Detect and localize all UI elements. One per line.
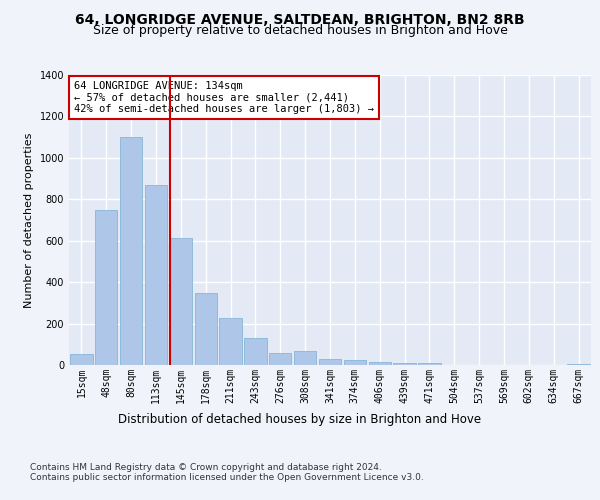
Bar — [568, 364, 590, 365]
Bar — [120, 137, 142, 365]
Bar — [269, 352, 292, 365]
Bar — [418, 363, 440, 365]
Text: Contains HM Land Registry data © Crown copyright and database right 2024.: Contains HM Land Registry data © Crown c… — [30, 462, 382, 471]
Bar — [70, 354, 92, 365]
Text: 64 LONGRIDGE AVENUE: 134sqm
← 57% of detached houses are smaller (2,441)
42% of : 64 LONGRIDGE AVENUE: 134sqm ← 57% of det… — [74, 81, 374, 114]
Bar — [294, 350, 316, 365]
Bar — [368, 362, 391, 365]
Text: 64, LONGRIDGE AVENUE, SALTDEAN, BRIGHTON, BN2 8RB: 64, LONGRIDGE AVENUE, SALTDEAN, BRIGHTON… — [75, 12, 525, 26]
Bar — [95, 210, 118, 365]
Text: Distribution of detached houses by size in Brighton and Hove: Distribution of detached houses by size … — [118, 412, 482, 426]
Text: Contains public sector information licensed under the Open Government Licence v3: Contains public sector information licen… — [30, 472, 424, 482]
Bar — [244, 338, 266, 365]
Bar — [194, 292, 217, 365]
Text: Size of property relative to detached houses in Brighton and Hove: Size of property relative to detached ho… — [92, 24, 508, 37]
Bar — [344, 360, 366, 365]
Bar — [319, 359, 341, 365]
Bar — [145, 185, 167, 365]
Y-axis label: Number of detached properties: Number of detached properties — [24, 132, 34, 308]
Bar — [170, 238, 192, 365]
Bar — [220, 318, 242, 365]
Bar — [394, 363, 416, 365]
